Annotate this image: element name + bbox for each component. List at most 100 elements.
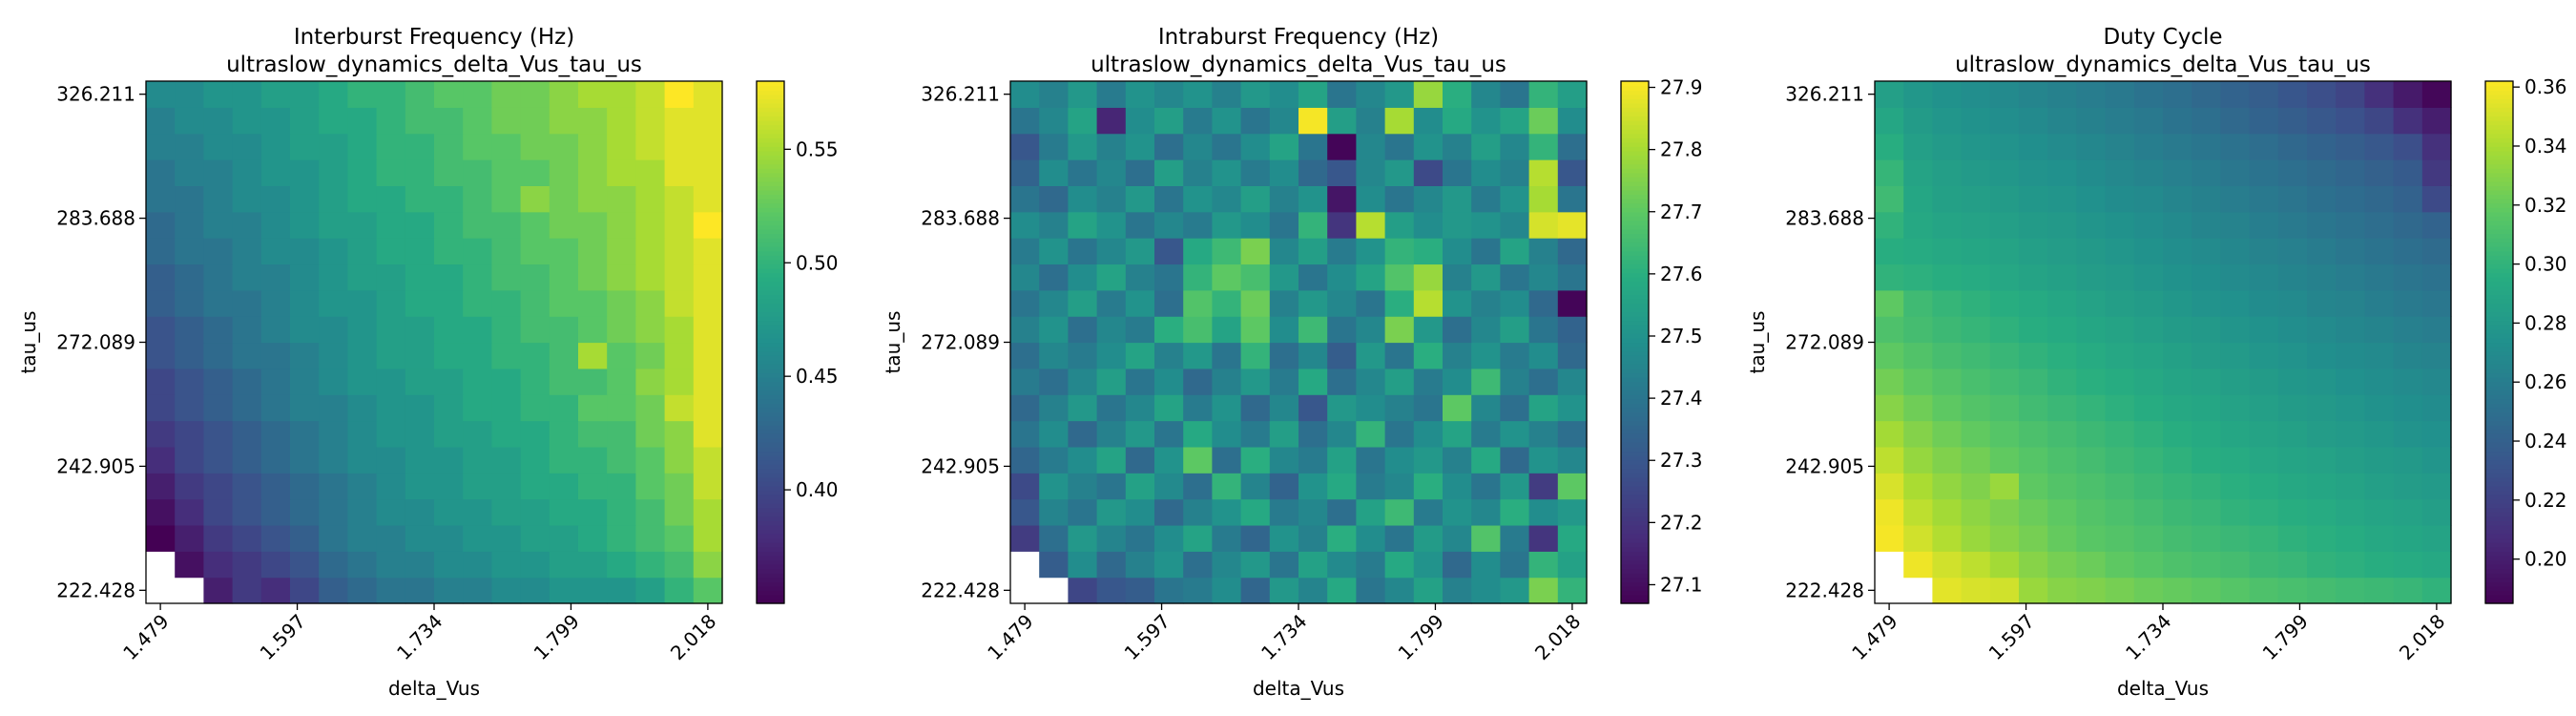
colorbar-segment — [757, 194, 784, 200]
colorbar-segment — [1621, 433, 1649, 439]
heatmap-cell — [1384, 551, 1415, 579]
heatmap-cell — [635, 263, 666, 291]
heatmap-cell — [405, 524, 435, 552]
heatmap-cell — [2277, 498, 2308, 526]
heatmap-cell — [2249, 394, 2279, 422]
heatmap-cell — [2249, 498, 2279, 526]
colorbar-segment — [1621, 355, 1649, 361]
colorbar-segment — [1621, 372, 1649, 378]
heatmap-cell — [1989, 263, 2020, 291]
colorbar-tick-label: 27.7 — [1660, 200, 1703, 223]
heatmap-cell — [1413, 107, 1444, 135]
heatmap-cell — [2047, 446, 2077, 474]
heatmap-cell — [2364, 420, 2395, 448]
heatmap-cell — [1183, 446, 1213, 474]
heatmap-cell — [2133, 81, 2164, 108]
heatmap-cell — [2249, 289, 2279, 317]
heatmap-cell — [2277, 524, 2308, 552]
heatmap-cell — [2076, 107, 2107, 135]
colorbar-segment — [757, 520, 784, 526]
colorbar-segment — [2485, 516, 2513, 521]
colorbar-segment — [757, 573, 784, 579]
heatmap-cell — [1039, 446, 1069, 474]
heatmap-cell — [1384, 289, 1415, 317]
heatmap-cell — [1443, 133, 1472, 160]
heatmap-cell — [520, 524, 551, 552]
heatmap-cell — [1989, 368, 2020, 395]
heatmap-cell — [1068, 159, 1098, 186]
heatmap-cell — [2192, 498, 2221, 526]
heatmap-cell — [1557, 577, 1588, 604]
heatmap-cell — [2105, 133, 2135, 160]
heatmap-cell — [1443, 159, 1472, 186]
heatmap-cell — [405, 342, 435, 369]
heatmap-cell — [664, 577, 695, 604]
colorbar-segment — [757, 599, 784, 604]
heatmap-cell — [260, 81, 291, 108]
colorbar-segment — [2485, 81, 2513, 87]
colorbar-segment — [757, 303, 784, 308]
heatmap-cell — [2047, 238, 2077, 265]
heatmap-cell — [1327, 133, 1357, 160]
heatmap-cell — [146, 238, 176, 265]
colorbar-segment — [757, 437, 784, 443]
heatmap-cell — [347, 238, 378, 265]
x-tick-label: 1.799 — [1394, 610, 1448, 664]
heatmap-cell — [319, 263, 348, 291]
heatmap-cell — [232, 446, 262, 474]
heatmap-cell — [1240, 159, 1271, 186]
heatmap-cell — [1010, 498, 1040, 526]
heatmap-cell — [2047, 420, 2077, 448]
heatmap-cell — [1500, 159, 1530, 186]
heatmap-cell — [2192, 551, 2221, 579]
heatmap-cell — [2336, 473, 2365, 500]
heatmap-cell — [1240, 81, 1271, 108]
colorbar-segment — [1621, 189, 1649, 196]
heatmap-cell — [1384, 107, 1415, 135]
heatmap-cell — [1068, 420, 1098, 448]
heatmap-cell — [2393, 159, 2423, 186]
heatmap-cell — [2047, 133, 2077, 160]
heatmap-cell — [260, 498, 291, 526]
heatmap-cell — [1932, 211, 1963, 239]
heatmap-cell — [2076, 289, 2107, 317]
heatmap-cell — [1875, 394, 1904, 422]
colorbar-segment — [2485, 451, 2513, 456]
heatmap-cell — [146, 211, 176, 239]
heatmap-cell — [2421, 81, 2452, 108]
colorbar-segment — [757, 268, 784, 274]
heatmap-cell — [2393, 420, 2423, 448]
heatmap-cell — [2336, 211, 2365, 239]
colorbar-segment — [2485, 211, 2513, 217]
heatmap-cell — [1183, 368, 1213, 395]
heatmap-cell — [175, 420, 204, 448]
heatmap-cell — [347, 133, 378, 160]
heatmap-cell — [1471, 289, 1501, 317]
heatmap-cell — [578, 238, 608, 265]
heatmap-cell — [1125, 446, 1155, 474]
heatmap-cell — [376, 394, 406, 422]
heatmap-cell — [1010, 107, 1040, 135]
heatmap-cell — [1413, 551, 1444, 579]
heatmap-cell — [1989, 394, 2020, 422]
heatmap-cell — [1557, 473, 1588, 500]
x-tick-label: 1.734 — [1257, 610, 1311, 664]
heatmap-cell — [290, 81, 320, 108]
heatmap-cell — [2192, 289, 2221, 317]
colorbar-segment — [1621, 381, 1649, 387]
heatmap-cell — [2421, 551, 2452, 579]
heatmap-cell — [1989, 316, 2020, 344]
heatmap-cell — [1557, 107, 1588, 135]
heatmap-cell — [549, 289, 579, 317]
colorbar-segment — [1621, 124, 1649, 130]
heatmap-cell — [549, 551, 579, 579]
heatmap-cell — [146, 577, 176, 604]
heatmap-cell — [260, 420, 291, 448]
heatmap-cell — [1068, 498, 1098, 526]
colorbar-segment — [2485, 328, 2513, 334]
heatmap-cell — [1125, 159, 1155, 186]
heatmap-cell — [1500, 342, 1530, 369]
heatmap-cell — [1096, 133, 1127, 160]
heatmap-cell — [1068, 185, 1098, 213]
colorbar-segment — [757, 551, 784, 557]
